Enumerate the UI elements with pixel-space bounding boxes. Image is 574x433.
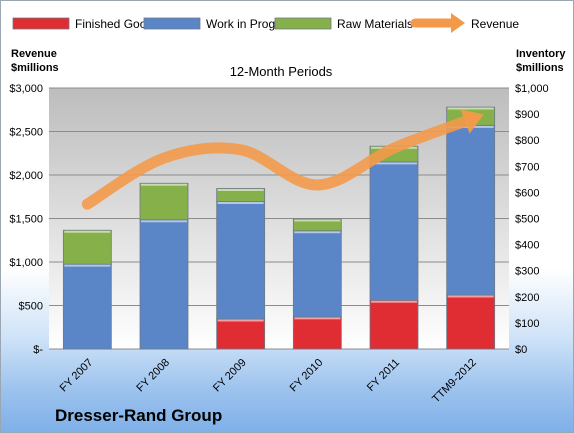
category-label: TTM9-2012 [430,357,479,406]
category-label: FY 2009 [211,357,249,395]
right-tick-label: $300 [515,266,539,278]
bar-work-in-progress [139,219,189,350]
bar-raw-materials [139,182,189,221]
right-tick-label: $400 [515,240,539,252]
category-label: FY 2007 [58,357,96,395]
right-tick-label: $600 [515,187,539,199]
revenue-line [81,113,477,210]
left-tick-label: $500 [19,301,43,313]
right-axis-label-line2: $millions [516,62,564,74]
legend-swatch [143,17,201,30]
bar-work-in-progress [292,230,342,318]
bar-finished-goods [292,316,342,350]
left-tick-label: $1,000 [9,257,43,269]
bar-finished-goods [446,294,496,350]
right-tick-label: $800 [515,135,539,147]
left-axis-label-line1: Revenue [11,48,57,60]
right-tick-label: $0 [515,344,527,356]
left-tick-label: $- [33,344,43,356]
legend-arrowhead [451,13,465,33]
bar-finished-goods [369,299,419,350]
left-tick-label: $2,500 [9,127,43,139]
left-axis-label-line2: $millions [11,62,59,74]
company-name: Dresser-Rand Group [55,406,223,425]
right-tick-label: $900 [515,109,539,121]
legend-label: Raw Materials [337,17,413,31]
bar-raw-materials [62,229,112,265]
bar-work-in-progress [369,161,419,301]
right-tick-label: $700 [515,161,539,173]
legend-label: Revenue [471,17,519,31]
legend-swatch [274,17,332,30]
bar-work-in-progress [62,263,112,350]
left-tick-label: $1,500 [9,214,43,226]
right-tick-label: $200 [515,292,539,304]
bar-raw-materials [216,188,266,202]
category-label: FY 2010 [288,357,326,395]
legend-label: Finished Goods [75,17,159,31]
bar-work-in-progress [446,124,496,296]
right-axis-label-line1: Inventory [516,48,566,60]
category-label: FY 2008 [134,357,172,395]
bar-raw-materials [292,218,342,232]
left-tick-label: $2,000 [9,170,43,182]
right-tick-label: $100 [515,318,539,330]
chart-title: 12-Month Periods [230,64,333,79]
bar-work-in-progress [216,201,266,320]
bar-finished-goods [216,318,266,350]
right-tick-label: $500 [515,214,539,226]
right-tick-label: $1,000 [515,83,549,95]
plot-area: $- $500 $1,000 $1,500 $2,000 $2,500 $3,000 $0 $1… [9,83,548,405]
category-label: FY 2011 [365,357,402,394]
legend: Finished Goods Work in Progress Raw Materi… [12,13,519,33]
legend-swatch [12,17,70,30]
left-tick-label: $3,000 [9,83,43,95]
revenue-line-arrowhead [460,109,484,134]
